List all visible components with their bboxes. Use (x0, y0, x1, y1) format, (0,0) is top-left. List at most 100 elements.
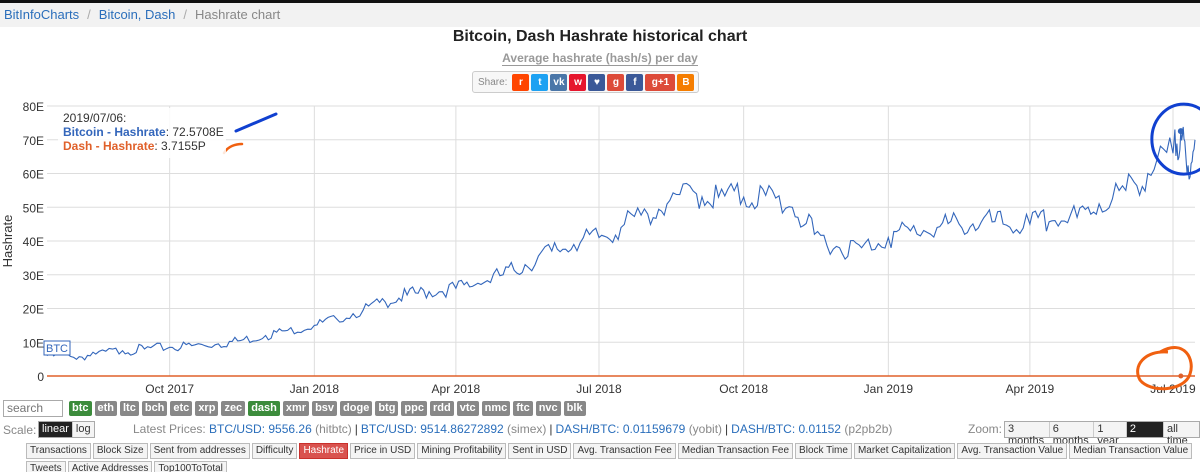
zoom-option-3-months[interactable]: 3 months (1005, 422, 1050, 447)
coin-button-doge[interactable]: doge (340, 400, 373, 416)
y-tick-label: 10E (23, 336, 44, 350)
nav-block-size[interactable]: Block Size (92, 443, 148, 459)
price-value[interactable]: BTC/USD: 9556.26 (209, 422, 312, 436)
coin-button-xrp[interactable]: xrp (195, 400, 219, 416)
nav-transactions[interactable]: Transactions (26, 443, 91, 459)
coin-button-ltc[interactable]: ltc (120, 400, 139, 416)
btc-axis-tag-label: BTC (46, 343, 68, 355)
options-row: Scale: linear log Latest Prices: BTC/USD:… (0, 419, 1200, 447)
latest-prices-label: Latest Prices: (133, 422, 206, 436)
price-value[interactable]: DASH/BTC: 0.01159679 (555, 422, 686, 436)
coin-button-vtc[interactable]: vtc (456, 400, 479, 416)
dash-highlight-point (1178, 373, 1184, 379)
coin-button-xmr[interactable]: xmr (282, 400, 310, 416)
tooltip-date: 2019/07/06: (63, 111, 126, 125)
price-source: (simex) (507, 422, 547, 436)
nav-avg-transaction-value[interactable]: Avg. Transaction Value (957, 443, 1068, 459)
y-tick-label: 40E (23, 235, 44, 249)
nav-block-time[interactable]: Block Time (795, 443, 852, 459)
btc-axis-tag[interactable]: BTC (43, 340, 71, 356)
nav-mining-profitability[interactable]: Mining Profitability (417, 443, 507, 459)
coin-button-ppc[interactable]: ppc (401, 400, 427, 416)
price-separator: | (725, 422, 729, 436)
nav-price-in-usd[interactable]: Price in USD (350, 443, 416, 459)
coin-button-nmc[interactable]: nmc (481, 400, 511, 416)
bitcoin-hashrate-line (46, 126, 1196, 361)
blogger-icon[interactable]: B (677, 73, 695, 91)
nav-hashrate[interactable]: Hashrate (299, 443, 349, 459)
latest-prices: Latest Prices: BTC/USD: 9556.26 (hitbtc)… (133, 422, 892, 436)
share-bar: Share: r t vk w ♥ g f g +1 B (472, 71, 700, 93)
vk-icon[interactable]: vk (550, 73, 568, 91)
nav-sent-in-usd[interactable]: Sent in USD (508, 443, 572, 459)
scale-option-linear[interactable]: linear (39, 422, 73, 437)
y-tick-label: 70E (23, 134, 44, 148)
btc-axis-tag-box (43, 340, 71, 356)
annotation-stroke-orange (222, 142, 244, 155)
zoom-option-6-months[interactable]: 6 months (1049, 422, 1095, 447)
google-plus-one-icon[interactable]: g +1 (645, 73, 676, 91)
y-tick-label: 0 (37, 370, 44, 384)
coin-button-ftc[interactable]: ftc (513, 400, 533, 416)
nav-sent-from-addresses[interactable]: Sent from addresses (149, 443, 250, 459)
weibo-icon[interactable]: w (569, 73, 587, 91)
nav-difficulty[interactable]: Difficulty (251, 443, 298, 459)
nav-median-transaction-value[interactable]: Median Transaction Value (1069, 443, 1193, 459)
chart-type-nav: Transactions Block Size Sent from addresse… (26, 443, 1200, 472)
y-tick-label: 30E (23, 269, 44, 283)
y-tick-label: 50E (23, 201, 44, 215)
tooltip-bitcoin-row: Bitcoin - Hashrate: 72.5708E (63, 125, 224, 139)
coin-button-btg[interactable]: btg (375, 400, 399, 416)
coin-buttons: btc eth ltc bch etc xrp zec dash xmr bsv doge btg pp… (69, 400, 589, 416)
tooltip-bitcoin-value: : 72.5708E (166, 125, 224, 139)
annotation-circle-blue (1150, 102, 1200, 176)
y-tick-label: 60E (23, 168, 44, 182)
x-tick-label: Jan 2019 (864, 382, 914, 396)
page-subtitle: Average hashrate (hash/s) per day (502, 51, 698, 66)
twitter-icon[interactable]: t (531, 73, 549, 91)
nav-top100tototal[interactable]: Top100ToTotal (154, 461, 227, 472)
coin-button-zec[interactable]: zec (221, 400, 246, 416)
coin-button-nvc[interactable]: nvc (535, 400, 561, 416)
zoom-option-1-year[interactable]: 1 year (1094, 422, 1127, 447)
x-tick-label: Apr 2018 (432, 382, 481, 396)
price-separator: | (549, 422, 553, 436)
coin-button-rdd[interactable]: rdd (429, 400, 454, 416)
x-tick-label: Oct 2018 (719, 382, 768, 396)
price-separator: | (354, 422, 358, 436)
nav-median-transaction-fee[interactable]: Median Transaction Fee (677, 443, 794, 459)
google-plus-icon[interactable]: g (607, 73, 625, 91)
window-top-bar (0, 0, 1200, 3)
reddit-icon[interactable]: r (512, 73, 530, 91)
facebook-icon[interactable]: f (626, 73, 644, 91)
coin-button-btc[interactable]: btc (69, 400, 92, 416)
x-tick-label: Oct 2017 (145, 382, 194, 396)
coin-search-input[interactable] (3, 399, 63, 417)
share-label: Share: (478, 76, 508, 88)
coin-button-blk[interactable]: blk (563, 400, 586, 416)
page-title: Bitcoin, Dash Hashrate historical chart (452, 28, 748, 45)
nav-tweets[interactable]: Tweets (26, 461, 66, 472)
scale-option-log[interactable]: log (72, 422, 94, 437)
scale-toggle: linear log (38, 421, 95, 438)
breadcrumb: BitInfoCharts / Bitcoin, Dash / Hashrate cha… (0, 3, 1200, 27)
coin-button-bsv[interactable]: bsv (312, 400, 338, 416)
coin-button-etc[interactable]: etc (170, 400, 193, 416)
zoom-option-2-years[interactable]: 2 years (1126, 422, 1164, 447)
coin-button-dash[interactable]: dash (248, 400, 280, 416)
nav-active-addresses[interactable]: Active Addresses (67, 461, 153, 472)
price-value[interactable]: BTC/USD: 9514.86272892 (360, 422, 504, 436)
like-icon[interactable]: ♥ (588, 73, 606, 91)
tooltip-dash-label: Dash - Hashrate (63, 139, 155, 153)
breadcrumb-home-link[interactable]: BitInfoCharts (4, 7, 80, 22)
zoom-option-all-time[interactable]: all time (1163, 422, 1199, 447)
bitcoin-highlight-point (1177, 128, 1184, 135)
tooltip-bitcoin-label: Bitcoin - Hashrate (63, 125, 166, 139)
price-value[interactable]: DASH/BTC: 0.01152 (731, 422, 841, 436)
nav-market-capitalization[interactable]: Market Capitalization (853, 443, 956, 459)
nav-avg-transaction-fee[interactable]: Avg. Transaction Fee (573, 443, 676, 459)
breadcrumb-section-link[interactable]: Bitcoin, Dash (98, 7, 176, 22)
coin-button-bch[interactable]: bch (141, 400, 168, 416)
hashrate-chart[interactable]: 0 10E 20E 30E 40E 50E 60E 70E 80E Oct 2017 Jan 201… (0, 98, 1200, 396)
coin-button-eth[interactable]: eth (94, 400, 117, 416)
